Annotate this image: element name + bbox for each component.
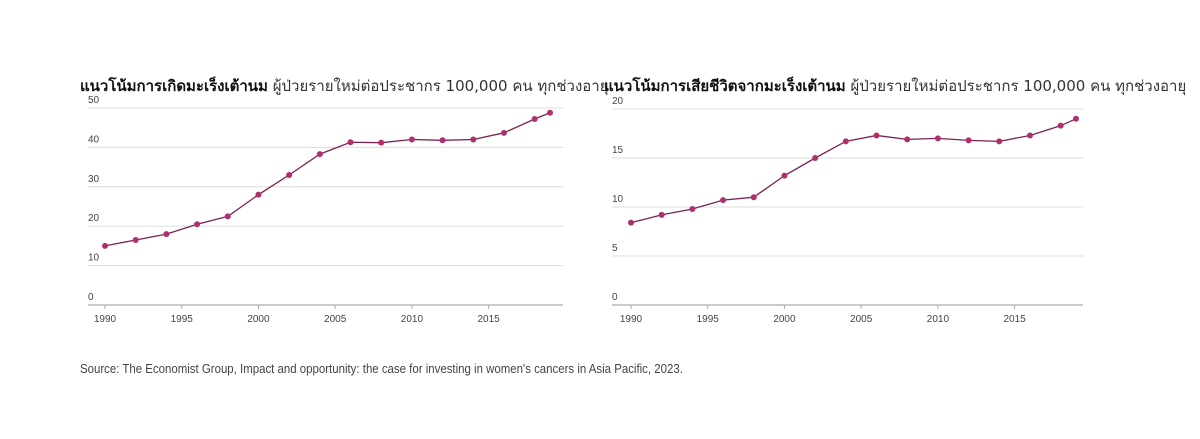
chart-1-xtick-label: 2005 — [324, 314, 347, 325]
chart-2-series-line — [630, 118, 1077, 224]
chart-2-data-point — [781, 172, 788, 179]
chart-2-xtick-label: 1990 — [620, 314, 643, 325]
chart-2-data-point — [1057, 122, 1064, 129]
chart-2-data-point — [720, 197, 727, 204]
chart-2-data-point — [812, 155, 819, 161]
chart-1-xtick-label: 2015 — [477, 314, 500, 325]
chart-1-ytick-label: 40 — [88, 134, 100, 145]
chart-1-ytick-label: 50 — [88, 95, 100, 106]
chart-2-data-point — [996, 138, 1003, 145]
chart-1-xtick-label: 1995 — [171, 314, 194, 325]
chart-1-ytick-label: 10 — [88, 253, 100, 264]
chart-1-data-point — [132, 236, 139, 243]
chart-1-xtick-label: 2010 — [401, 314, 424, 325]
chart-2-subtitle: ผู้ป่วยรายใหม่ต่อประชากร 100,000 คน ทุกช… — [850, 77, 1187, 95]
chart-1-data-point — [286, 171, 293, 178]
chart-2-data-point — [628, 219, 634, 226]
chart-1-xtick-label: 2000 — [247, 314, 270, 325]
chart-1-data-point — [224, 213, 231, 220]
chart-2-data-point — [750, 194, 757, 201]
chart-2-data-point — [842, 138, 849, 145]
chart-1-ytick-label: 30 — [88, 174, 100, 185]
chart-2-ytick-label: 10 — [612, 194, 624, 205]
chart-1-data-point — [547, 109, 553, 116]
chart-2-xtick-label: 2015 — [1003, 314, 1026, 325]
chart-2-xtick-label: 1995 — [697, 314, 720, 325]
chart-1-title: แนวโน้มการเกิดมะเร็งเต้านม ผู้ป่วยรายใหม… — [80, 74, 609, 98]
chart-1-data-point — [102, 242, 108, 249]
chart-2-data-point — [1073, 115, 1079, 122]
chart-2-xtick-label: 2000 — [773, 314, 796, 325]
source-note: Source: The Economist Group, Impact and … — [80, 361, 683, 376]
chart-2-data-point — [934, 135, 941, 142]
chart-2-ytick-label: 20 — [612, 96, 624, 107]
chart-1-ytick-label: 0 — [88, 292, 94, 303]
chart-2-data-point — [904, 136, 911, 143]
chart-2-data-point — [689, 205, 696, 212]
chart-2-xtick-label: 2010 — [927, 314, 950, 325]
chart-1-data-point — [439, 137, 446, 144]
chart-1-data-point — [378, 139, 385, 146]
chart-2-data-point — [1026, 132, 1033, 139]
chart-1-data-point — [316, 151, 323, 158]
chart-1-data-point — [194, 221, 201, 228]
chart-2-ytick-label: 5 — [612, 243, 618, 254]
chart-1-data-point — [470, 136, 477, 143]
chart-2-title-bold: แนวโน้มการเสียชีวิตจากมะเร็งเต้านม — [604, 77, 846, 95]
chart-2-data-point — [658, 211, 665, 218]
chart-2-ytick-label: 15 — [612, 145, 624, 156]
chart-1-title-bold: แนวโน้มการเกิดมะเร็งเต้านม — [80, 77, 268, 95]
chart-1-data-point — [255, 191, 262, 198]
chart-1-data-point — [163, 231, 170, 238]
chart-1-data-point — [500, 129, 507, 136]
chart-2-data-point — [873, 132, 880, 139]
chart-1-data-point — [408, 136, 415, 143]
chart-1-ytick-label: 20 — [88, 213, 100, 224]
chart-2-title: แนวโน้มการเสียชีวิตจากมะเร็งเต้านม ผู้ป่… — [604, 74, 1186, 98]
chart-1-data-point — [531, 116, 538, 123]
chart-1-data-point — [347, 139, 354, 146]
chart-2-data-point — [965, 137, 972, 144]
chart-2-ytick-label: 0 — [612, 292, 618, 303]
chart-1-series-line — [104, 112, 551, 247]
chart-1-xtick-label: 1990 — [94, 314, 117, 325]
chart-1-subtitle: ผู้ป่วยรายใหม่ต่อประชากร 100,000 คน ทุกช… — [272, 77, 609, 95]
chart-2-xtick-label: 2005 — [850, 314, 873, 325]
